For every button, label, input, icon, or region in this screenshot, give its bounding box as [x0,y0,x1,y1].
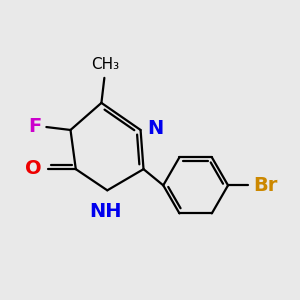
Text: CH₃: CH₃ [91,57,119,72]
Text: O: O [25,159,42,178]
Text: NH: NH [90,202,122,220]
Text: Br: Br [253,176,278,195]
Text: N: N [147,119,163,138]
Text: F: F [28,117,41,136]
